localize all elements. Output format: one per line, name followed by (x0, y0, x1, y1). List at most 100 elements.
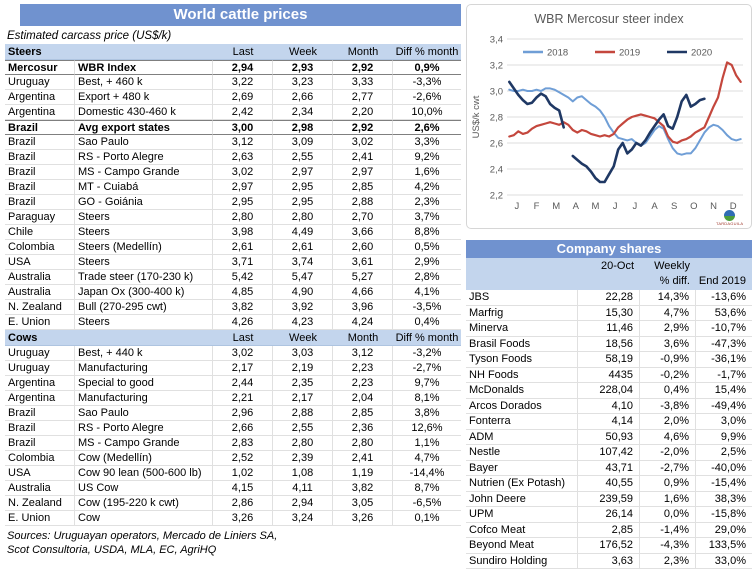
weekly-diff-cell: 4,7% (640, 305, 696, 321)
x-tick-label: S (671, 201, 677, 212)
last-cell: 2,21 (213, 391, 273, 406)
wbr-steer-index-chart: WBR Mercosur steer index 3,4 3,2 3,0 2,8 2,6… (466, 4, 752, 229)
price-cell: 18,56 (578, 336, 640, 352)
weekly-diff-cell: -3,8% (640, 398, 696, 414)
product-cell: MT - Cuiabá (75, 180, 213, 195)
country-cell: Brazil (5, 120, 75, 135)
last-cell: 2,52 (213, 451, 273, 466)
week-cell: 2,95 (273, 195, 333, 210)
company-row: Sundiro Holding 3,63 2,3% 33,0% (466, 553, 752, 569)
month-cell: 3,26 (333, 511, 393, 526)
country-cell: Brazil (5, 195, 75, 210)
diff-cell: 8,8% (393, 225, 461, 240)
company-row: Cofco Meat 2,85 -1,4% 29,0% (466, 522, 752, 538)
month-cell: 2,92 (333, 60, 393, 75)
last-cell: 4,26 (213, 315, 273, 330)
country-cell: Argentina (5, 90, 75, 105)
price-row: USA Cow 90 lean (500-600 lb) 1,02 1,08 1,19-… (5, 466, 461, 481)
column-header: Last (232, 46, 254, 58)
price-row: Paraguay Steers 2,80 2,80 2,70 3,7% (5, 210, 461, 225)
y-tick-label: 3,4 (490, 35, 503, 46)
sources-line: Sources: Uruguayan operators, Mercado de… (7, 530, 278, 542)
week-cell: 2,97 (273, 165, 333, 180)
header-spacer (578, 274, 640, 289)
section-label: Cows (8, 332, 38, 344)
product-cell: RS - Porto Alegre (75, 150, 213, 165)
diff-cell: 2,9% (393, 255, 461, 270)
country-cell: Brazil (5, 436, 75, 451)
company-name-cell: Fonterra (466, 414, 578, 430)
product-cell: Cow 90 lean (500-600 lb) (75, 466, 213, 481)
product-cell: Special to good (75, 376, 213, 391)
company-name-cell: UPM (466, 507, 578, 523)
product-cell: Manufacturing (75, 361, 213, 376)
company-name-cell: NH Foods (466, 367, 578, 383)
price-row: Brazil MS - Campo Grande 2,83 2,80 2,80 1,1% (5, 436, 461, 451)
product-cell: GO - Goiánia (75, 195, 213, 210)
country-cell: USA (5, 255, 75, 270)
chart-canvas: 3,4 3,2 3,0 2,8 2,6 2,4 2,2 J F M A M J J A S O N D US$/k c… (471, 35, 743, 212)
price-row: Brazil RS - Porto Alegre 2,63 2,55 2,41 9,2% (5, 150, 461, 165)
company-row: Marfrig 15,30 4,7% 53,6% (466, 305, 752, 321)
month-cell: 3,12 (333, 346, 393, 361)
price-row: USA Steers 3,71 3,74 3,61 2,9% (5, 255, 461, 270)
diff-cell: 0,4% (393, 315, 461, 330)
price-cell: 58,19 (578, 352, 640, 368)
country-cell: Australia (5, 285, 75, 300)
month-cell: 2,97 (333, 165, 393, 180)
month-cell: 2,36 (333, 421, 393, 436)
company-shares-rows: JBS 22,28 14,3% -13,6% Marfrig 15,30 4,7% 53,6%… (466, 290, 752, 569)
end-2019-cell: -15,8% (696, 507, 752, 523)
panel-title: World cattle prices (20, 4, 461, 26)
tardaguila-logo-text: TARDAGUILA (716, 221, 744, 226)
company-name-cell: JBS (466, 290, 578, 306)
diff-cell: 2,8% (393, 270, 461, 285)
sources-line: Scot Consultoria, USDA, MLA, EC, AgriHQ (7, 544, 217, 556)
price-row: Brazil GO - Goiánia 2,95 2,95 2,88 2,3% (5, 195, 461, 210)
last-cell: 4,15 (213, 481, 273, 496)
price-cell: 4,14 (578, 414, 640, 430)
diff-cell: 3,3% (393, 135, 461, 150)
product-cell: Best, + 460 k (75, 75, 213, 90)
end-2019-cell: -40,0% (696, 461, 752, 476)
price-row: Uruguay Best, + 440 k 3,02 3,03 3,12 -3,2% (5, 346, 461, 361)
price-cell: 15,30 (578, 305, 640, 321)
company-name-cell: Cofco Meat (466, 522, 578, 538)
header-spacer (696, 259, 752, 274)
diff-cell: 0,5% (393, 240, 461, 255)
price-row: Uruguay Best, + 460 k 3,22 3,23 3,33 -3,3% (5, 75, 461, 90)
diff-cell: -6,5% (393, 496, 461, 511)
tardaguila-logo-icon (723, 210, 735, 221)
company-row: UPM 26,14 0,0% -15,8% (466, 507, 752, 523)
product-cell: WBR Index (75, 60, 213, 75)
month-cell: 2,04 (333, 391, 393, 406)
diff-cell: 12,6% (393, 421, 461, 436)
product-cell: Best, + 440 k (75, 346, 213, 361)
week-cell: 4,23 (273, 315, 333, 330)
end-2019-cell: -15,4% (696, 476, 752, 492)
x-tick-label: M (552, 201, 560, 212)
month-cell: 2,23 (333, 376, 393, 391)
country-cell: Brazil (5, 135, 75, 150)
product-cell: Export + 480 k (75, 90, 213, 105)
price-row: Brazil MT - Cuiabá 2,97 2,95 2,85 4,2% (5, 180, 461, 195)
price-row: E. Union Cow 3,26 3,24 3,26 0,1% (5, 511, 461, 526)
price-cell: 2,85 (578, 522, 640, 538)
legend-label-2018: 2018 (547, 48, 568, 59)
company-name-cell: Nestle (466, 445, 578, 461)
y-axis-title: US$/k cwt (471, 95, 482, 138)
x-tick-label: N (710, 201, 717, 212)
month-cell: 2,80 (333, 436, 393, 451)
month-cell: 4,24 (333, 315, 393, 330)
diff-cell: 4,2% (393, 180, 461, 195)
country-cell: E. Union (5, 511, 75, 526)
product-cell: MS - Campo Grande (75, 165, 213, 180)
week-cell: 2,66 (273, 90, 333, 105)
y-tick-label: 3,0 (490, 87, 503, 98)
diff-cell: -3,2% (393, 346, 461, 361)
legend-label-2020: 2020 (691, 48, 712, 59)
section-label: Steers (8, 46, 42, 58)
price-cell: 107,42 (578, 445, 640, 461)
end-2019-cell: 15,4% (696, 383, 752, 399)
company-name-cell: ADM (466, 429, 578, 445)
